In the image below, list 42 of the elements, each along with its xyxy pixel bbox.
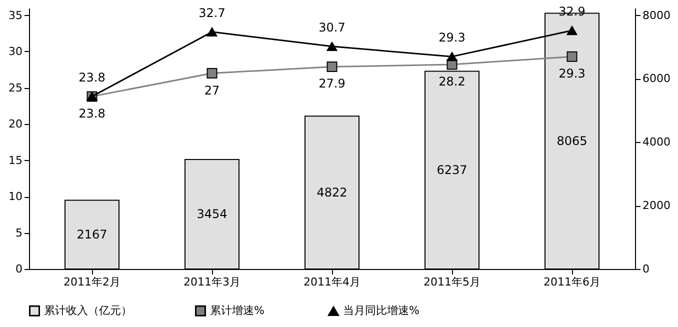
- x-tick-label: 2011年4月: [304, 276, 360, 288]
- data-label: 4822: [316, 186, 348, 200]
- y2-tick-label: 0: [642, 262, 650, 276]
- point: [566, 26, 578, 36]
- y-tick-label: 30: [8, 45, 22, 58]
- point: [206, 68, 218, 78]
- legend-label: 累计增速%: [210, 304, 264, 317]
- y2-tick-label: 4000: [642, 136, 670, 149]
- y-tick-label: 20: [8, 118, 22, 130]
- point: [326, 61, 338, 72]
- point: [326, 42, 338, 52]
- data-label: 2167: [76, 228, 108, 242]
- data-label: 32.7: [198, 6, 226, 20]
- y-tick-label: 0: [16, 262, 22, 276]
- data-label: 27.9: [318, 76, 346, 91]
- y2-tick-label: 8000: [642, 8, 670, 22]
- data-label: 28.2: [438, 74, 466, 89]
- y-tick-label: 25: [8, 81, 22, 94]
- data-label: 30.7: [318, 20, 346, 34]
- legend-label: 当月同比增速%: [343, 304, 420, 318]
- y-tick-label: 35: [8, 8, 22, 22]
- x-tick-label: 2011年3月: [184, 276, 240, 288]
- x-tick-label: 2011年2月: [64, 276, 120, 288]
- data-label: 3454: [196, 207, 228, 222]
- data-label: 6237: [436, 163, 468, 178]
- point: [566, 51, 578, 62]
- y-tick-label: 5: [16, 226, 22, 240]
- data-label: 23.8: [78, 106, 106, 120]
- x-tick-label: 2011年5月: [424, 276, 480, 288]
- y-tick-label: 15: [8, 154, 22, 167]
- data-label: 27: [204, 83, 220, 98]
- data-label: 29.3: [438, 30, 466, 45]
- point: [446, 52, 458, 62]
- x-tick-label: 2011年6月: [544, 276, 600, 288]
- data-label: 23.8: [78, 70, 106, 84]
- data-label: 29.3: [558, 66, 586, 81]
- y2-tick-label: 6000: [642, 72, 670, 86]
- y-tick-label: 10: [8, 190, 22, 203]
- legend-label: 累计收入（亿元）: [44, 304, 132, 317]
- data-label: 8065: [556, 134, 588, 148]
- point: [206, 27, 218, 37]
- y2-tick-label: 2000: [642, 199, 670, 212]
